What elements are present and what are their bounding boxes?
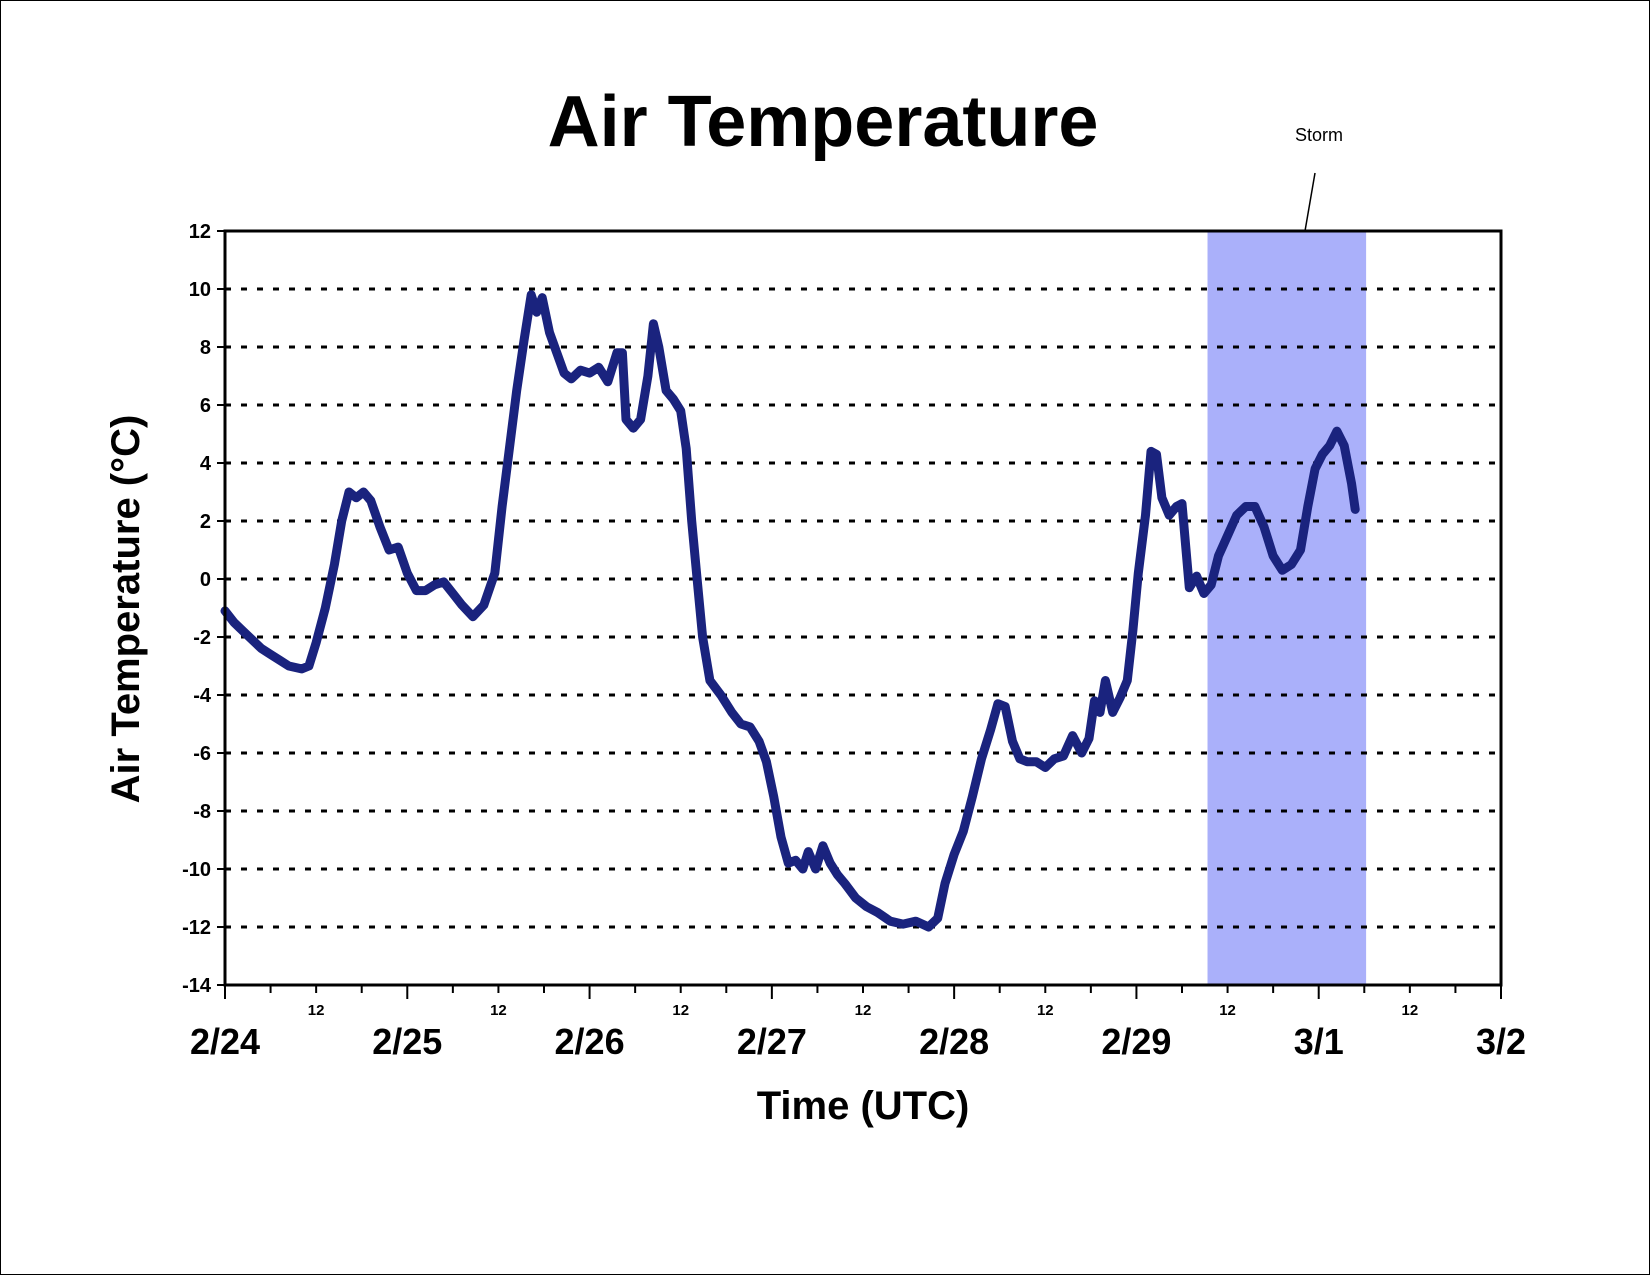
x-major-tick-label: 2/28: [919, 1021, 989, 1062]
y-tick-label: 6: [200, 395, 211, 417]
grid-lines: [225, 287, 1501, 929]
x-minor-tick-label: 12: [308, 1002, 325, 1019]
y-tick-label: 12: [189, 221, 211, 243]
x-major-tick-label: 2/27: [737, 1021, 807, 1062]
x-minor-tick-label: 12: [672, 1002, 689, 1019]
y-axis-ticks: -14 -12 -10 -8 -6 -4 -2 0 2 4 6 8 10 12: [182, 221, 225, 997]
x-major-tick-label: 2/26: [555, 1021, 625, 1062]
y-tick-label: 8: [200, 337, 211, 359]
x-major-tick-label: 2/24: [190, 1021, 260, 1062]
y-tick-label: -6: [193, 743, 211, 765]
temperature-series-line: [220, 290, 1360, 932]
y-tick-label: -8: [193, 801, 211, 823]
x-major-tick-label: 3/2: [1476, 1021, 1526, 1062]
x-axis-title: Time (UTC): [757, 1084, 970, 1128]
storm-annotation-label: Storm: [1295, 125, 1343, 145]
chart-title: Air Temperature: [548, 82, 1099, 162]
y-tick-label: -4: [193, 685, 212, 707]
y-tick-label: -12: [182, 917, 211, 939]
x-minor-tick-label: 12: [1219, 1002, 1236, 1019]
y-tick-label: 2: [200, 511, 211, 533]
y-tick-label: 0: [200, 569, 211, 591]
x-minor-tick-label: 12: [1402, 1002, 1419, 1019]
x-axis-ticks: 12 12 12 12 12 12 12 2/24 2/25 2/26 2/27 2/28 2/29 3/…: [190, 985, 1526, 1062]
x-minor-tick-label: 12: [855, 1002, 872, 1019]
y-tick-label: -14: [182, 975, 212, 997]
x-minor-tick-label: 12: [490, 1002, 507, 1019]
x-major-tick-label: 2/25: [372, 1021, 442, 1062]
y-tick-label: 4: [200, 453, 212, 475]
storm-annotation-pointer: [1304, 172, 1316, 232]
y-axis-title: Air Temperature (°C): [104, 415, 148, 804]
x-minor-tick-label: 12: [1037, 1002, 1054, 1019]
storm-shading: [1207, 231, 1367, 985]
x-major-tick-label: 3/1: [1294, 1021, 1344, 1062]
y-tick-label: 10: [189, 279, 211, 301]
y-tick-label: -10: [182, 859, 211, 881]
x-major-tick-label: 2/29: [1101, 1021, 1171, 1062]
y-tick-label: -2: [193, 627, 211, 649]
